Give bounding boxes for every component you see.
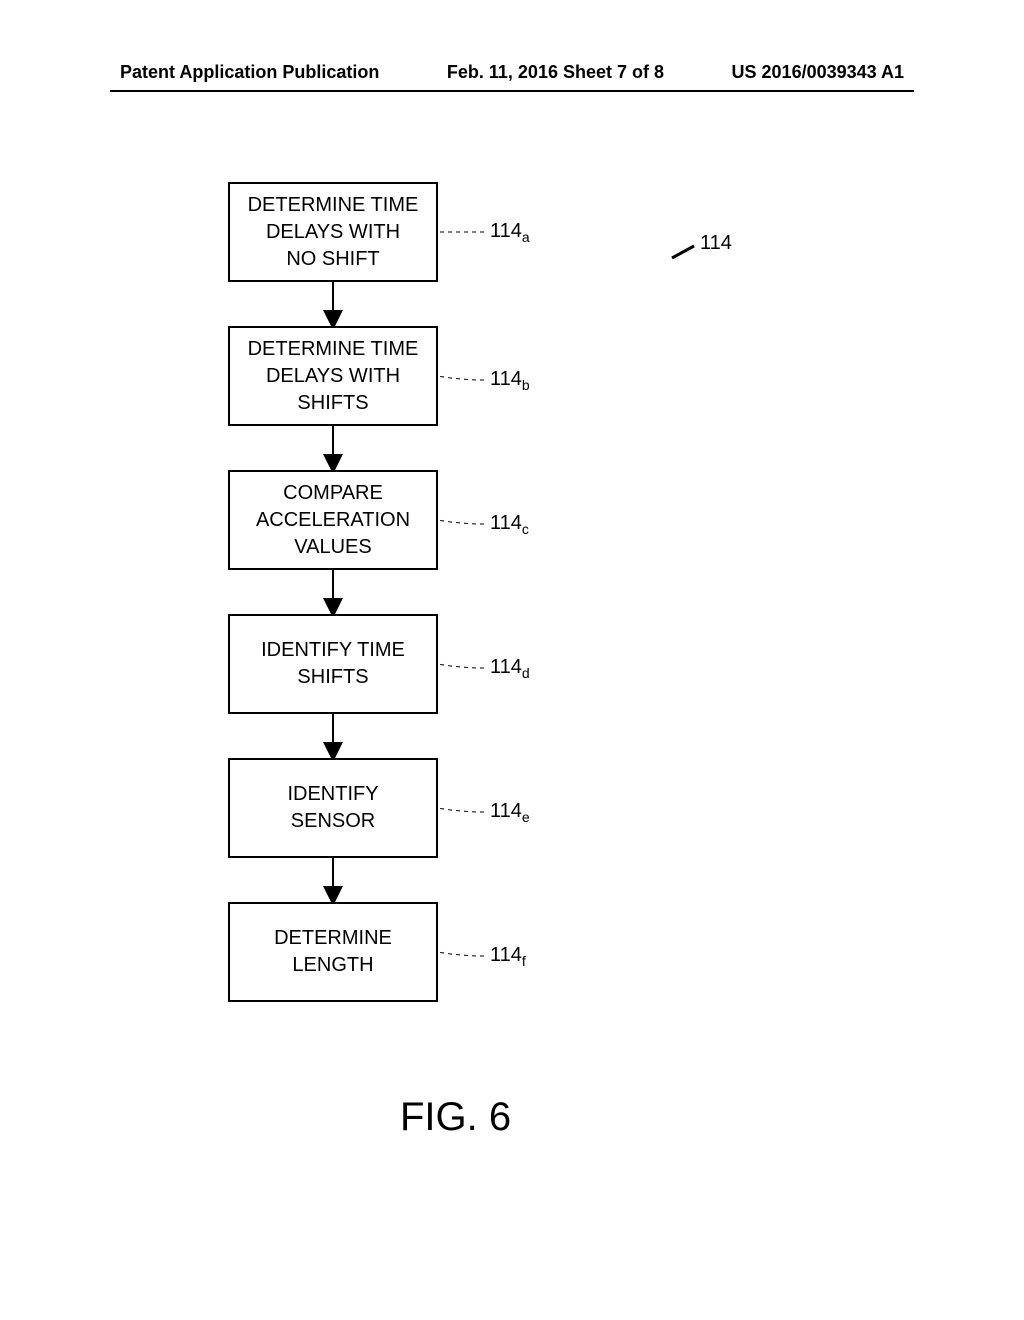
flow-box-c: COMPAREACCELERATIONVALUES [228, 470, 438, 570]
flow-label-e: 114e [490, 800, 530, 825]
flow-box-text-b: DETERMINE TIMEDELAYS WITHSHIFTS [248, 336, 419, 417]
flow-label-a: 114a [490, 220, 530, 245]
flow-box-a: DETERMINE TIMEDELAYS WITHNO SHIFT [228, 182, 438, 282]
page-header: Patent Application Publication Feb. 11, … [0, 62, 1024, 83]
patent-page: Patent Application Publication Feb. 11, … [0, 0, 1024, 1320]
leader-line-d [438, 664, 484, 668]
overall-label-tick [672, 246, 694, 258]
flow-box-e: IDENTIFYSENSOR [228, 758, 438, 858]
leader-line-e [438, 808, 484, 812]
flow-box-b: DETERMINE TIMEDELAYS WITHSHIFTS [228, 326, 438, 426]
leader-line-b [438, 376, 484, 380]
flow-box-d: IDENTIFY TIMESHIFTS [228, 614, 438, 714]
header-center: Feb. 11, 2016 Sheet 7 of 8 [447, 62, 664, 83]
flow-box-text-f: DETERMINELENGTH [274, 925, 392, 979]
flow-box-f: DETERMINELENGTH [228, 902, 438, 1002]
flow-overall-label: 114 [700, 232, 732, 255]
leader-line-c [438, 520, 484, 524]
header-right: US 2016/0039343 A1 [732, 62, 904, 83]
flow-box-text-c: COMPAREACCELERATIONVALUES [256, 480, 410, 561]
flow-box-text-a: DETERMINE TIMEDELAYS WITHNO SHIFT [248, 192, 419, 273]
flow-box-text-e: IDENTIFYSENSOR [287, 781, 378, 835]
flow-label-f: 114f [490, 944, 526, 969]
flow-label-d: 114d [490, 656, 530, 681]
header-left: Patent Application Publication [120, 62, 379, 83]
header-rule [110, 90, 914, 92]
figure-caption: FIG. 6 [400, 1095, 511, 1140]
flow-box-text-d: IDENTIFY TIMESHIFTS [261, 637, 405, 691]
flow-label-b: 114b [490, 368, 530, 393]
flow-label-c: 114c [490, 512, 529, 537]
leader-line-f [438, 952, 484, 956]
